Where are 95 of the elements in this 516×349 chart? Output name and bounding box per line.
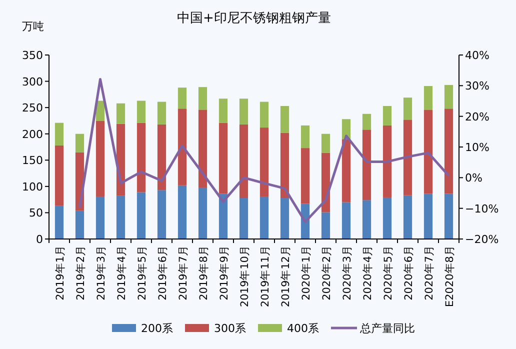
bar — [136, 122, 146, 192]
bar — [342, 139, 351, 202]
bar — [136, 192, 146, 239]
y2-tick-label: 20% — [465, 110, 490, 124]
x-tick-label: 2020年2月 — [320, 245, 333, 300]
x-tick-label: 2020年4月 — [362, 245, 374, 300]
x-tick-label: 2019年5月 — [136, 245, 148, 300]
y-tick-label: 300 — [22, 75, 43, 88]
bar — [239, 98, 248, 124]
y-tick-label: 200 — [22, 128, 43, 141]
bar — [424, 194, 433, 239]
x-tick-label: 2020年5月 — [382, 245, 394, 300]
bar — [300, 148, 310, 204]
y-tick-label: 350 — [22, 49, 43, 62]
bar — [260, 196, 269, 239]
x-tick-label: 2019年7月 — [177, 245, 190, 300]
y2-tick-label: 0% — [465, 172, 482, 185]
bar — [424, 86, 433, 110]
bar — [362, 200, 372, 239]
y2-tick-label: 30% — [465, 80, 490, 93]
bar — [96, 120, 105, 197]
bar — [178, 108, 187, 186]
y-tick-label: 100 — [22, 180, 43, 194]
bar — [239, 124, 248, 198]
bar — [280, 132, 290, 198]
legend-label: 300系 — [214, 322, 246, 335]
bar — [157, 102, 166, 124]
bar — [382, 106, 392, 126]
y2-tick-label: −10% — [465, 202, 499, 216]
bar — [54, 122, 64, 146]
bar — [382, 125, 392, 198]
bar — [403, 120, 412, 196]
bar — [280, 198, 290, 239]
bar — [96, 196, 105, 239]
bar — [54, 145, 64, 206]
bar — [157, 124, 166, 190]
bar — [136, 100, 146, 123]
bar — [75, 134, 84, 152]
bar — [157, 190, 166, 239]
legend-总产量同比: 总产量同比 — [331, 322, 415, 335]
y-tick-label: 150 — [22, 154, 43, 168]
y-tick-label: 250 — [22, 102, 43, 115]
y2-tick-label: −20% — [465, 233, 499, 246]
bar — [362, 130, 372, 200]
bar — [178, 88, 187, 109]
bar — [280, 106, 290, 133]
x-tick-label: 2019年2月 — [74, 245, 87, 300]
bar — [444, 84, 454, 109]
bar — [239, 198, 248, 239]
y-tick-label: 50 — [29, 206, 43, 220]
bar — [198, 110, 208, 188]
bar — [321, 212, 330, 239]
chart-title: 中国+印尼不锈钢粗钢产量 — [177, 11, 331, 26]
bar — [54, 206, 64, 239]
bar — [444, 108, 454, 194]
legend-label: 400系 — [287, 322, 319, 335]
y-tick-label: 0 — [36, 233, 43, 246]
legend-label: 200系 — [141, 322, 173, 335]
x-tick-label: 2019年3月 — [95, 245, 108, 300]
bar — [321, 134, 330, 153]
bar — [444, 194, 454, 239]
bar — [198, 187, 208, 239]
bar — [218, 98, 228, 123]
bar — [198, 87, 208, 110]
x-tick-label: 2020年3月 — [341, 245, 354, 300]
bar — [260, 128, 269, 197]
x-tick-label: 2019年10月 — [238, 245, 251, 308]
x-tick-label: 2019年1月 — [54, 245, 66, 300]
bar — [178, 185, 187, 239]
bar — [260, 102, 269, 128]
x-tick-label: E2020年8月 — [444, 245, 456, 308]
legend-label: 总产量同比 — [359, 322, 415, 335]
bar — [218, 122, 228, 194]
bar — [382, 197, 392, 239]
x-tick-label: 2019年4月 — [116, 245, 128, 300]
bar — [362, 114, 372, 130]
bar — [424, 110, 433, 194]
bar — [116, 103, 126, 124]
y-axis-title: 万吨 — [22, 20, 44, 33]
x-tick-label: 2019年12月 — [280, 245, 292, 308]
bar — [342, 202, 351, 239]
bar — [116, 196, 126, 239]
bar — [75, 210, 84, 239]
x-tick-label: 2019年8月 — [198, 245, 210, 300]
x-tick-label: 2019年6月 — [156, 245, 169, 300]
y2-tick-label: 10% — [465, 141, 490, 154]
bar — [403, 98, 412, 120]
x-tick-label: 2020年7月 — [423, 245, 436, 300]
x-tick-label: 2019年9月 — [218, 245, 230, 300]
bar — [403, 195, 412, 239]
y2-tick-label: 40% — [465, 49, 490, 62]
bar — [300, 125, 310, 148]
x-tick-label: 2019年11月 — [259, 245, 272, 308]
x-tick-label: 2020年1月 — [300, 245, 312, 300]
x-tick-label: 2020年6月 — [402, 245, 415, 300]
